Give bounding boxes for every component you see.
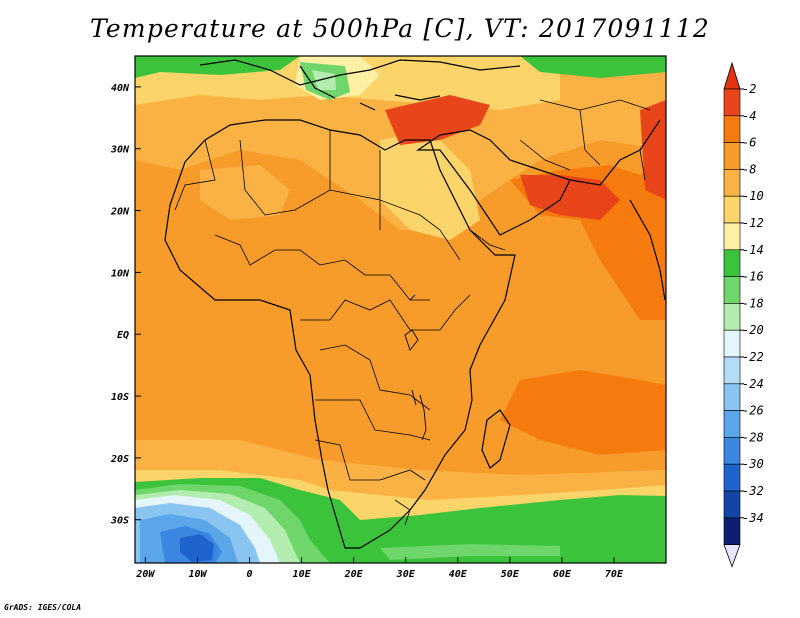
colorbar-label: -14	[742, 243, 764, 257]
colorbar-top-arrow	[723, 61, 741, 90]
lon-tick-label: 70E	[605, 569, 624, 580]
colorbar-swatch	[723, 222, 741, 251]
plot-frame	[134, 55, 667, 564]
colorbar-label: -30	[742, 457, 764, 471]
field-india-hot	[640, 100, 666, 200]
lon-tick-label: 0	[247, 569, 253, 580]
lat-tick-label: 10N	[111, 268, 130, 279]
colorbar-label: -20	[742, 323, 764, 337]
coastlines	[164, 59, 666, 549]
colorbar-swatch	[723, 249, 741, 277]
colorbar-label: -6	[742, 136, 756, 150]
lon-tick-label: 30E	[396, 569, 416, 580]
colorbar-swatch	[723, 490, 741, 519]
field-cold-core	[180, 534, 214, 562]
longitude-axis: 20W 10W 0 10E 20E 30E 40E 50E 60E 70E	[135, 557, 624, 580]
latitude-axis: 40N 30N 20N 10N EQ 10S 20S 30S	[110, 83, 141, 527]
colorbar-swatch	[723, 115, 741, 143]
colorbar-label: -22	[742, 350, 764, 364]
lat-tick-label: 20S	[110, 454, 129, 465]
field-indian-ocean-warm	[500, 370, 666, 455]
colorbar-swatch	[723, 437, 741, 465]
field-oman-hot	[520, 175, 620, 220]
colorbar-swatch	[723, 142, 741, 170]
lon-tick-label: 40E	[449, 569, 468, 580]
grads-credit: GrADS: IGES/COLA	[4, 603, 82, 612]
colorbar-swatch	[723, 195, 741, 224]
lat-tick-label: 20N	[110, 207, 130, 218]
colorbar-bottom-arrow	[723, 544, 741, 568]
colorbar-label: -16	[742, 270, 764, 284]
field-med-green	[135, 56, 300, 78]
colorbar-swatch	[723, 356, 741, 385]
field-levant-hot	[385, 95, 490, 145]
colorbar-label: -18	[742, 296, 764, 310]
lat-tick-label: 30S	[110, 516, 129, 527]
colorbar-swatch	[723, 303, 741, 331]
colorbar-swatch	[723, 383, 741, 411]
temperature-field	[135, 56, 666, 563]
field-adriatic-pale	[312, 70, 336, 90]
colorbar: -2 -4 -6 -8 -10 -12 -14 -16 -18 -20 -22 -24 -26 -28 -3…	[723, 61, 764, 568]
colorbar-label: -2	[742, 82, 756, 96]
lon-tick-label: 20W	[135, 569, 155, 580]
colorbar-swatch	[723, 88, 741, 117]
colorbar-label: -28	[742, 430, 764, 444]
country-borders	[174, 99, 651, 526]
colorbar-swatch	[723, 410, 741, 438]
colorbar-label: -8	[742, 162, 756, 176]
colorbar-label: -24	[742, 377, 764, 391]
lon-tick-label: 10W	[188, 569, 207, 580]
colorbar-label: -12	[742, 216, 764, 230]
colorbar-swatch	[723, 169, 741, 197]
field-egypt-pale	[380, 130, 480, 240]
colorbar-label: -32	[742, 484, 764, 498]
colorbar-swatch	[723, 276, 741, 304]
lat-tick-label: 40N	[111, 83, 130, 94]
field-south-strip	[380, 544, 560, 560]
colorbar-swatch	[723, 463, 741, 492]
colorbar-label: -34	[742, 511, 764, 525]
map-title: Temperature at 500hPa [C], VT: 201709111…	[90, 14, 710, 43]
field-sahara-mid	[200, 165, 290, 220]
colorbar-swatch	[723, 517, 741, 545]
colorbar-swatch	[723, 329, 741, 358]
colorbar-label: -4	[742, 109, 756, 123]
lon-tick-label: 60E	[553, 569, 572, 580]
lakes	[404, 294, 427, 441]
colorbar-label: -26	[742, 404, 764, 418]
lat-tick-label: 10S	[111, 392, 129, 403]
lon-tick-label: 10E	[293, 569, 312, 580]
lon-tick-label: 20E	[344, 569, 364, 580]
lat-tick-label: 30N	[110, 145, 130, 156]
lat-tick-label: EQ	[117, 330, 129, 341]
lon-tick-label: 50E	[501, 569, 520, 580]
colorbar-label: -10	[742, 189, 764, 203]
field-ne-green	[520, 56, 666, 78]
